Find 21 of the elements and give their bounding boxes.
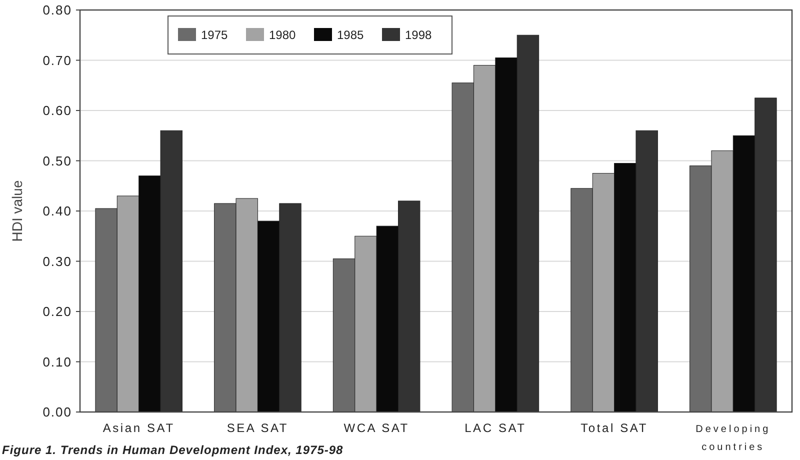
x-tick-label: Asian SAT: [102, 421, 175, 435]
y-tick-label: 0.40: [42, 204, 72, 219]
legend-label: 1980: [269, 28, 296, 42]
legend-label: 1975: [201, 28, 228, 42]
x-tick-label: SEA SAT: [226, 421, 289, 435]
y-tick-label: 0.50: [42, 153, 72, 168]
y-tick-label: 0.10: [42, 354, 72, 370]
text: Figure 1. Trends in Human Development Index, 1975-98: [2, 443, 344, 457]
y-axis-title: HDI value: [9, 180, 25, 242]
y-tick-label: 0.20: [42, 304, 72, 320]
x-tick-label: LAC SAT: [464, 421, 526, 435]
y-tick-label: 0.80: [42, 2, 72, 18]
y-tick-label: 0.60: [42, 103, 72, 118]
legend-label: 1985: [337, 28, 364, 42]
x-tick-label: WCA SAT: [344, 421, 410, 435]
x-tick-label: Developing countries: [696, 424, 771, 453]
legend-label: 1998: [405, 28, 432, 42]
x-tick-label: Total SAT: [580, 421, 648, 435]
y-tick-label: 0.00: [42, 404, 72, 420]
y-tick-label: 0.30: [42, 254, 72, 269]
y-tick-label: 0.70: [42, 52, 72, 68]
